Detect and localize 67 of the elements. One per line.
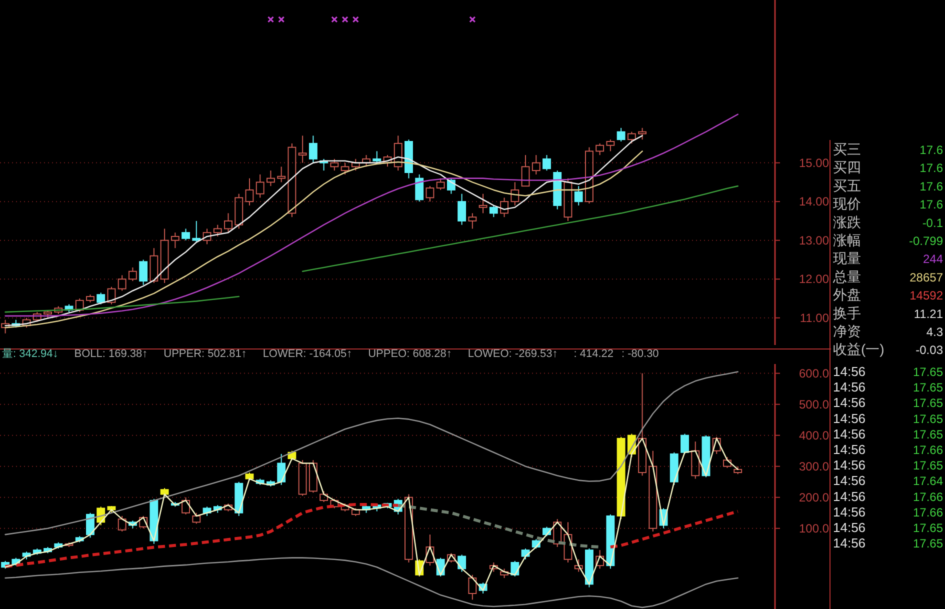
text: 17.65: [912, 396, 944, 410]
text: 17.66: [912, 443, 944, 457]
text: 量: 342.94↓: [2, 348, 58, 360]
text: 17.65: [912, 458, 944, 473]
text: 涨幅: [833, 232, 861, 248]
text: 外盘: [833, 286, 861, 303]
text: 244: [922, 252, 944, 266]
text: 17.6: [920, 143, 944, 157]
y-tick-label: 600.0: [798, 366, 830, 380]
text: 17.65: [912, 412, 944, 426]
text: 17.65: [912, 427, 944, 442]
text: 14:56: [833, 426, 866, 442]
text: 4.3: [926, 325, 944, 339]
text: 17.6: [920, 179, 944, 194]
text: : -80.30: [622, 348, 659, 360]
text: 14:56: [833, 442, 866, 457]
text: -0.03: [916, 343, 944, 358]
y-tick-label: 300.0: [798, 459, 830, 474]
y-tick-label: 500.0: [798, 397, 830, 412]
text: 买四: [833, 159, 861, 176]
text: 现量: [833, 250, 861, 266]
text: 收益(一): [833, 341, 884, 358]
text: 14:56: [833, 520, 866, 535]
text: 总量: [832, 268, 861, 284]
text: 17.65: [912, 365, 944, 379]
text: -0.1: [922, 216, 944, 230]
text: 净资: [833, 323, 861, 339]
text: 14:56: [833, 488, 866, 504]
text: LOWEO: -269.53↑: [468, 348, 558, 360]
text: 17.65: [912, 380, 944, 395]
text: 换手: [833, 304, 861, 321]
text: UPPER: 502.81↑: [164, 348, 247, 360]
text: 28657: [910, 270, 944, 284]
text: UPPEO: 608.28↑: [368, 348, 452, 360]
text: 17.6: [920, 161, 944, 176]
text: : 414.22: [574, 348, 614, 360]
text: 17.65: [912, 536, 944, 551]
text: 买五: [833, 177, 861, 194]
text: 17.65: [912, 521, 944, 535]
y-tick-label: 100.0: [798, 521, 830, 536]
text: 17.66: [912, 490, 944, 504]
y-tick-label: 200.0: [798, 490, 830, 504]
text: 17.66: [912, 505, 944, 520]
text: 11.21: [914, 306, 944, 321]
text: 17.6: [920, 198, 944, 212]
text: 14592: [910, 288, 944, 303]
text: 14:56: [833, 458, 866, 473]
text: 14:56: [833, 395, 866, 410]
y-tick-label: 11.00: [800, 310, 830, 325]
y-tick-label: 14.00: [798, 194, 830, 209]
text: -0.799: [908, 234, 944, 248]
text: BOLL: 169.38↑: [74, 348, 148, 360]
text: 涨跌: [833, 214, 861, 230]
text: LOWER: -164.05↑: [262, 348, 352, 360]
y-tick-label: 12.00: [798, 272, 830, 286]
y-tick-label: 13.00: [798, 233, 830, 248]
text: 14:56: [833, 364, 866, 379]
text: 买三: [833, 141, 861, 157]
y-tick-label: 400.0: [798, 428, 830, 442]
text: 14:56: [833, 380, 866, 395]
y-tick-label: 15.00: [798, 156, 830, 170]
text: 14:56: [833, 410, 866, 426]
text: 现价: [833, 196, 861, 212]
text: 17.64: [912, 474, 944, 488]
text: 14:56: [833, 536, 866, 551]
text: 14:56: [833, 504, 866, 520]
text: 14:56: [833, 473, 866, 488]
